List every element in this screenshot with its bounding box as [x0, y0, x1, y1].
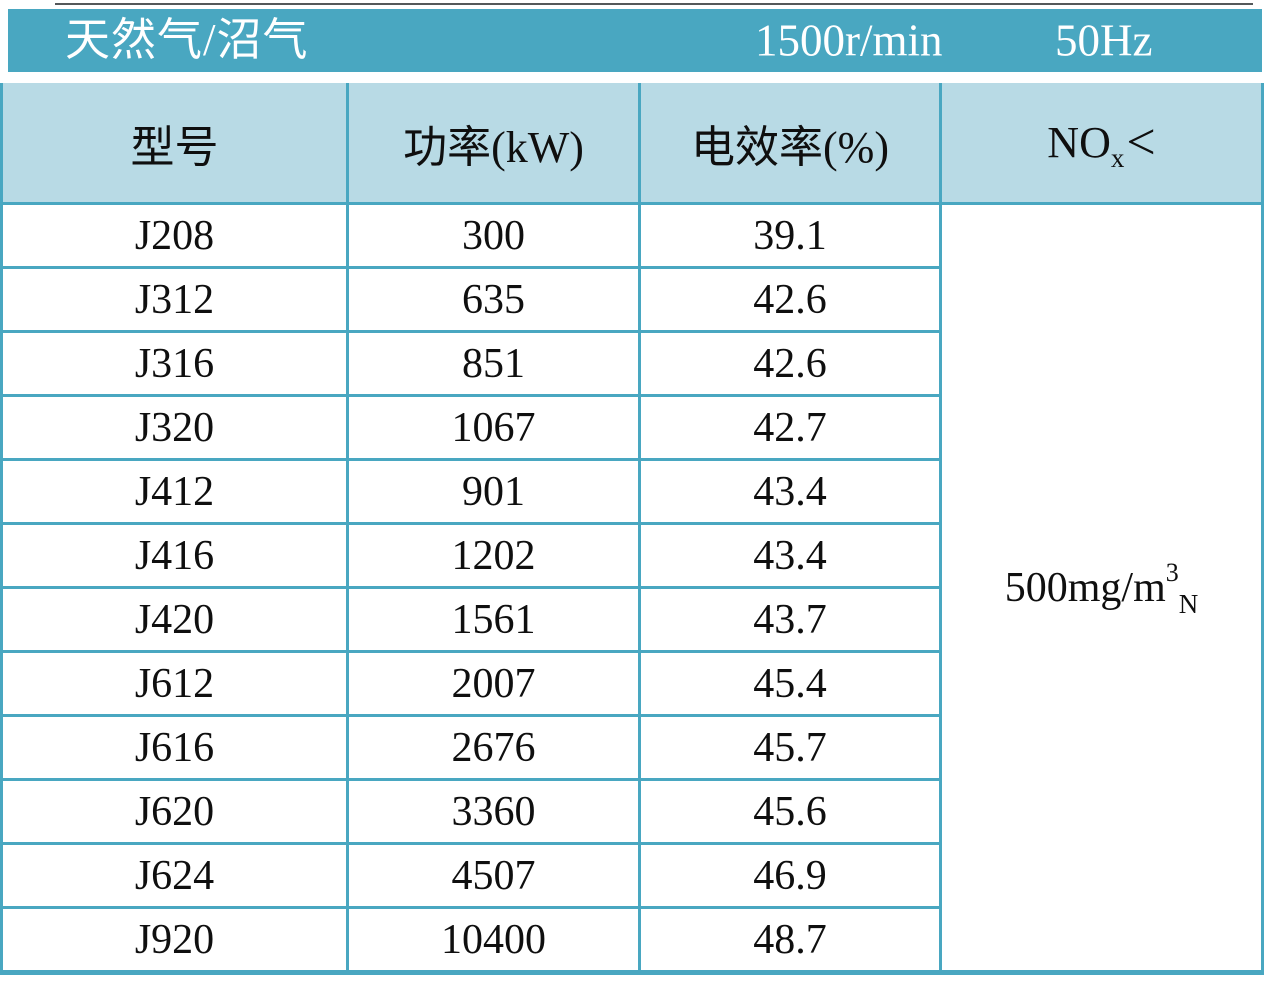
- cell-efficiency: 43.4: [638, 458, 942, 525]
- header-row: 型号 功率(kW) 电效率(%) NOx<: [0, 83, 1264, 205]
- cell-efficiency: 42.6: [638, 266, 942, 333]
- cell-model: J616: [0, 714, 349, 781]
- nox-subscript: x: [1110, 142, 1125, 173]
- cell-power: 2007: [346, 650, 641, 717]
- cell-model: J416: [0, 522, 349, 589]
- cell-model: J624: [0, 842, 349, 909]
- column-header-efficiency: 电效率(%): [638, 83, 942, 205]
- cell-model: J320: [0, 394, 349, 461]
- engine-spec-table: 型号 功率(kW) 电效率(%) NOx< J208 300 39.1 500mg/m…: [0, 83, 1264, 975]
- cell-power: 300: [346, 202, 641, 269]
- cell-power: 1202: [346, 522, 641, 589]
- table-row: J420 1561 43.7: [0, 586, 1263, 653]
- top-rule-divider: [55, 3, 1253, 5]
- cell-efficiency: 42.6: [638, 330, 942, 397]
- engine-speed-label: 1500r/min: [755, 15, 943, 65]
- cell-power: 901: [346, 458, 641, 525]
- table-row: J312 635 42.6: [0, 266, 1263, 333]
- cell-efficiency: 46.9: [638, 842, 942, 909]
- table-row: J612 2007 45.4: [0, 650, 1263, 717]
- nox-limit-cell: 500mg/m3N: [939, 202, 1264, 974]
- cell-power: 4507: [346, 842, 641, 909]
- column-header-model: 型号: [0, 83, 349, 205]
- cell-efficiency: 43.7: [638, 586, 942, 653]
- cell-model: J412: [0, 458, 349, 525]
- cell-power: 3360: [346, 778, 641, 845]
- cell-efficiency: 48.7: [638, 906, 942, 974]
- cell-efficiency: 45.6: [638, 778, 942, 845]
- cell-model: J420: [0, 586, 349, 653]
- nox-base-text: NO: [1047, 118, 1111, 167]
- cell-model: J612: [0, 650, 349, 717]
- cell-efficiency: 39.1: [638, 202, 942, 269]
- less-than-sign: <: [1126, 114, 1156, 171]
- table-row: J620 3360 45.6: [0, 778, 1263, 845]
- fuel-type-label: 天然气/沼气: [65, 15, 309, 65]
- nox-limit-superscript: 3: [1165, 557, 1179, 587]
- cell-power: 635: [346, 266, 641, 333]
- cell-model: J920: [0, 906, 349, 974]
- cell-model: J316: [0, 330, 349, 397]
- cell-efficiency: 45.4: [638, 650, 942, 717]
- cell-efficiency: 45.7: [638, 714, 942, 781]
- cell-power: 10400: [346, 906, 641, 974]
- table-row: J316 851 42.6: [0, 330, 1263, 397]
- cell-power: 851: [346, 330, 641, 397]
- cell-power: 1067: [346, 394, 641, 461]
- cell-model: J208: [0, 202, 349, 269]
- cell-efficiency: 42.7: [638, 394, 942, 461]
- cell-efficiency: 43.4: [638, 522, 942, 589]
- frequency-label: 50Hz: [1055, 15, 1153, 65]
- cell-power: 1561: [346, 586, 641, 653]
- table-body: J208 300 39.1 500mg/m3N J312 635 42.6 J316 851 42…: [0, 202, 1264, 974]
- column-header-nox: NOx<: [939, 83, 1264, 205]
- table-row: J208 300 39.1 500mg/m3N: [0, 202, 1264, 974]
- table-row: J416 1202 43.4: [0, 522, 1263, 589]
- table-row: J920 10400 48.7: [0, 906, 1263, 974]
- cell-model: J620: [0, 778, 349, 845]
- cell-power: 2676: [346, 714, 641, 781]
- table-row: J616 2676 45.7: [0, 714, 1263, 781]
- column-header-power: 功率(kW): [346, 83, 641, 205]
- table-row: J624 4507 46.9: [0, 842, 1263, 909]
- nox-limit-subscript: N: [1178, 588, 1199, 619]
- table-row: J412 901 43.4: [0, 458, 1263, 525]
- cell-model: J312: [0, 266, 349, 333]
- title-bar: 天然气/沼气 1500r/min 50Hz: [8, 9, 1262, 72]
- table-row: J320 1067 42.7: [0, 394, 1263, 461]
- nox-limit-value: 500mg/m: [1004, 564, 1166, 611]
